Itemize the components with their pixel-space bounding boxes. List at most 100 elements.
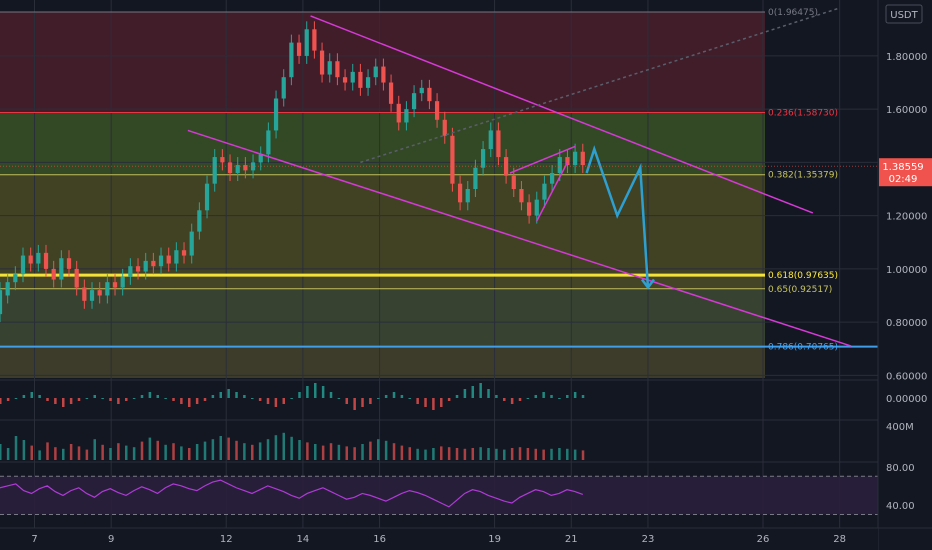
volume-bar — [518, 447, 522, 460]
volume-bar — [22, 440, 26, 460]
macd-bar — [14, 398, 18, 399]
macd-bar — [219, 392, 223, 398]
trendline-small-wedge-bottom[interactable] — [536, 162, 569, 222]
macd-zero-label: 0.00000 — [886, 394, 927, 405]
macd-bar — [479, 383, 482, 398]
trendline-upper-wedge[interactable] — [310, 15, 814, 214]
trendlines[interactable] — [187, 7, 852, 347]
candle-body — [519, 189, 524, 203]
volume-bar — [581, 450, 585, 460]
macd-bar — [558, 398, 561, 399]
volume-bar — [274, 435, 278, 460]
volume-bar — [6, 448, 10, 460]
macd-bar — [495, 395, 498, 398]
time-tick-label: 9 — [108, 534, 114, 545]
macd-bar — [125, 398, 128, 401]
volume-bar — [219, 436, 223, 460]
volume-bar — [455, 448, 459, 460]
price-axis-bg — [878, 0, 932, 550]
candle-body — [250, 162, 256, 171]
currency-label[interactable]: USDT — [890, 10, 918, 21]
volume-bar — [85, 449, 89, 460]
trendline-small-wedge-top[interactable] — [509, 145, 576, 174]
macd-bar — [510, 398, 514, 404]
volume-bar — [321, 445, 325, 460]
macd-bar — [109, 398, 112, 401]
macd-bar — [30, 392, 34, 398]
candle-body — [227, 162, 233, 174]
candle-body — [442, 119, 447, 136]
macd-bar — [314, 383, 317, 398]
fib-zone — [0, 12, 765, 113]
macd-bar — [46, 398, 49, 401]
currency-box[interactable] — [885, 4, 923, 24]
countdown-label: 02:49 — [889, 174, 918, 185]
macd-bar — [337, 398, 341, 399]
candle-body — [112, 282, 118, 288]
macd-bar — [487, 389, 490, 398]
projection-path[interactable] — [585, 145, 650, 288]
macd-bar — [526, 398, 530, 399]
candle-body — [174, 250, 179, 264]
candle-body — [358, 71, 363, 88]
candle-body — [189, 231, 194, 256]
projection-arrow-path[interactable] — [585, 145, 655, 290]
fib-label: 0.618(0.97635) — [768, 271, 838, 281]
macd-bar — [581, 395, 585, 398]
candle-body — [273, 98, 279, 131]
macd-bar — [550, 395, 553, 398]
candle-body — [20, 255, 26, 275]
candle-body — [82, 287, 87, 301]
volume-bar — [140, 441, 144, 460]
macd-bar — [227, 389, 230, 398]
volume-bar — [526, 448, 530, 460]
trendline-lower-wedge[interactable] — [187, 129, 852, 347]
volume-bar — [369, 441, 372, 460]
macd-bar — [542, 392, 545, 398]
volume-bar — [329, 443, 333, 460]
candle-body — [105, 282, 110, 296]
candle-body — [473, 167, 478, 190]
macd-bar — [266, 398, 270, 404]
candle-body — [197, 210, 202, 232]
volume-bar — [463, 448, 467, 460]
volume-bar — [243, 443, 246, 460]
volume-bar — [266, 439, 270, 460]
volume-bar — [337, 444, 341, 460]
volume-bar — [550, 448, 553, 460]
candle-body — [496, 130, 501, 158]
macd-bar — [329, 392, 333, 398]
macd-bar — [392, 392, 396, 398]
candle-body — [181, 250, 187, 256]
fib-zone — [0, 288, 765, 347]
price-tick-label: 1.20000 — [886, 212, 927, 223]
macd-bar — [440, 398, 443, 407]
macd-bar — [369, 398, 372, 404]
volume-bar — [227, 437, 230, 460]
candle-body — [281, 77, 286, 99]
volume-bar — [384, 440, 388, 460]
candle-body — [580, 151, 585, 166]
volume-bar — [282, 432, 286, 460]
volume-bar — [77, 446, 81, 460]
macd-bar — [298, 392, 301, 398]
candle-body — [365, 77, 371, 88]
volume-bar — [314, 444, 317, 460]
macd-bar — [211, 395, 215, 398]
candle-body — [204, 183, 210, 211]
price-tick-label: 1.00000 — [886, 265, 927, 276]
candle-body — [511, 175, 516, 190]
macd-bar — [188, 398, 191, 407]
macd-bar — [85, 398, 89, 399]
volume-bar — [195, 444, 199, 460]
candle-body — [235, 165, 240, 174]
macd-bar — [534, 395, 538, 398]
volume-bar — [400, 445, 404, 460]
candle-body — [120, 276, 125, 288]
fib-zone — [0, 346, 765, 378]
candle-body — [143, 260, 148, 272]
fib-label: 0(1.96475) — [768, 8, 818, 18]
volume-bar — [235, 440, 238, 460]
time-axis[interactable]: 7 9 12 14 16 19 21 23 26 28 — [0, 527, 932, 550]
